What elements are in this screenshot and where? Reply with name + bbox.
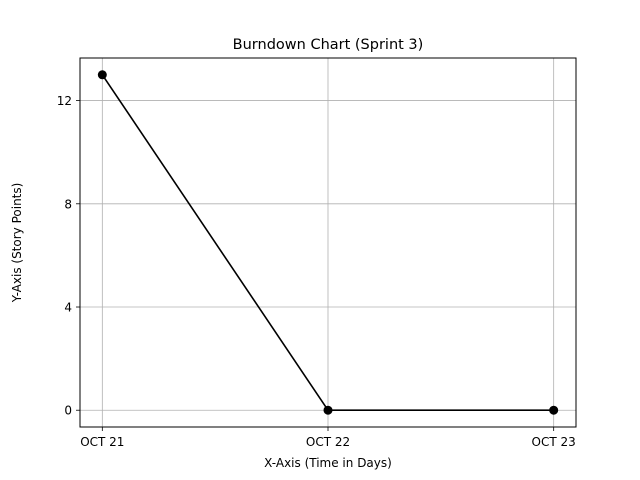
x-tick-label: OCT 22: [306, 435, 350, 449]
axis-ticks: OCT 21 OCT 22 OCT 23 0 4 8 12: [57, 94, 576, 449]
data-point: [97, 70, 107, 80]
x-axis-label: X-Axis (Time in Days): [264, 456, 392, 470]
y-tick-label: 0: [64, 404, 72, 418]
grid-lines: [80, 58, 576, 427]
x-tick-label: OCT 21: [80, 435, 124, 449]
y-tick-label: 12: [57, 94, 72, 108]
data-point: [323, 405, 333, 415]
chart-title: Burndown Chart (Sprint 3): [233, 37, 424, 53]
series-layer: [97, 70, 559, 415]
y-tick-label: 4: [64, 301, 72, 315]
y-tick-label: 8: [64, 197, 72, 211]
x-tick-label: OCT 23: [532, 435, 576, 449]
data-point: [549, 405, 559, 415]
y-axis-label: Y-Axis (Story Points): [10, 183, 24, 304]
